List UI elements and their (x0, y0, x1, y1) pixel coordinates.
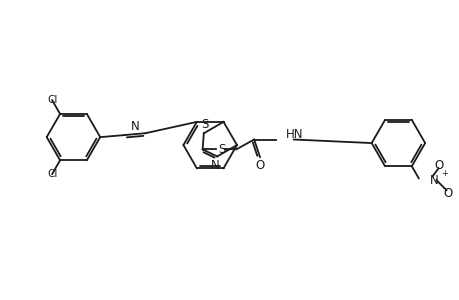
Text: HN: HN (285, 128, 302, 141)
Text: O: O (433, 159, 442, 172)
Text: N: N (130, 120, 139, 133)
Text: S: S (217, 143, 224, 156)
Text: S: S (201, 118, 208, 131)
Text: -: - (442, 183, 445, 193)
Text: Cl: Cl (47, 169, 57, 179)
Text: O: O (443, 187, 452, 200)
Text: N: N (429, 174, 438, 187)
Text: Cl: Cl (47, 95, 57, 105)
Text: O: O (255, 159, 264, 172)
Text: N: N (210, 159, 219, 172)
Text: +: + (440, 169, 447, 178)
